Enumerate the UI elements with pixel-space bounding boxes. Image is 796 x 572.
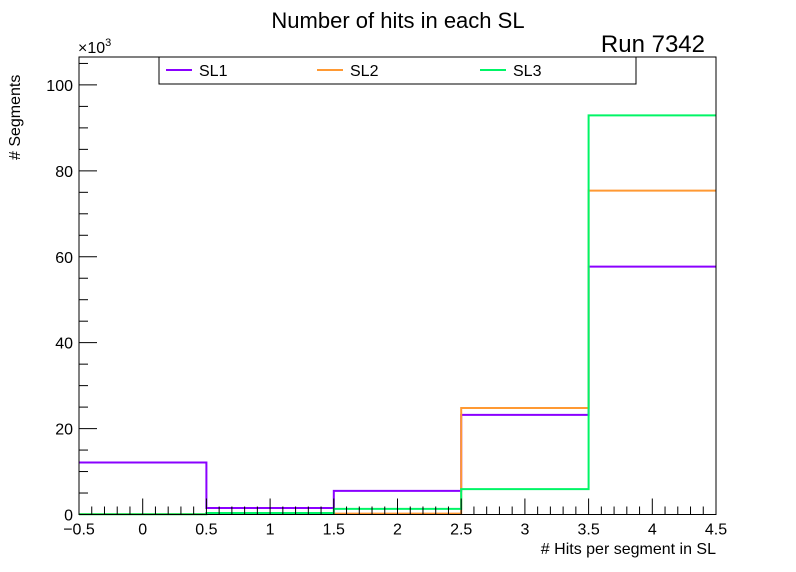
x-tick-label: −0.5 — [63, 522, 95, 539]
y-axis-label: # Segments — [7, 75, 24, 160]
y-multiplier: ×103 — [78, 37, 111, 57]
x-tick-label: 3.5 — [577, 522, 599, 539]
x-tick-label: 4 — [648, 522, 657, 539]
x-tick-label: 0.5 — [195, 522, 217, 539]
y-tick-label: 40 — [55, 336, 73, 353]
series-sl2-line — [79, 189, 716, 516]
legend-box — [158, 56, 637, 85]
y-tick-label: 60 — [55, 250, 73, 267]
x-tick-label: 2.5 — [450, 522, 472, 539]
y-tick-label: 0 — [64, 508, 73, 525]
y-tick-label: 80 — [55, 164, 73, 181]
plot-frame — [78, 56, 717, 515]
legend-label-sl3: SL3 — [513, 63, 542, 80]
y-multiplier-exponent: 3 — [105, 37, 111, 49]
legend-label-sl1: SL1 — [199, 63, 228, 80]
y-multiplier-base: ×10 — [78, 40, 105, 57]
x-tick-label: 1 — [266, 522, 275, 539]
x-tick-label: 4.5 — [705, 522, 727, 539]
y-tick-label: 20 — [55, 422, 73, 439]
x-tick-label: 2 — [393, 522, 402, 539]
legend-label-sl2: SL2 — [350, 63, 379, 80]
y-tick-label: 100 — [46, 78, 73, 95]
x-tick-label: 3 — [520, 522, 529, 539]
chart-title: Number of hits in each SL — [271, 8, 524, 33]
series-sl3-line — [79, 114, 716, 516]
x-axis-label: # Hits per segment in SL — [541, 541, 716, 558]
x-tick-label: 1.5 — [323, 522, 345, 539]
run-annotation: Run 7342 — [601, 31, 705, 58]
series-sl1-line — [79, 265, 716, 510]
x-tick-label: 0 — [138, 522, 147, 539]
